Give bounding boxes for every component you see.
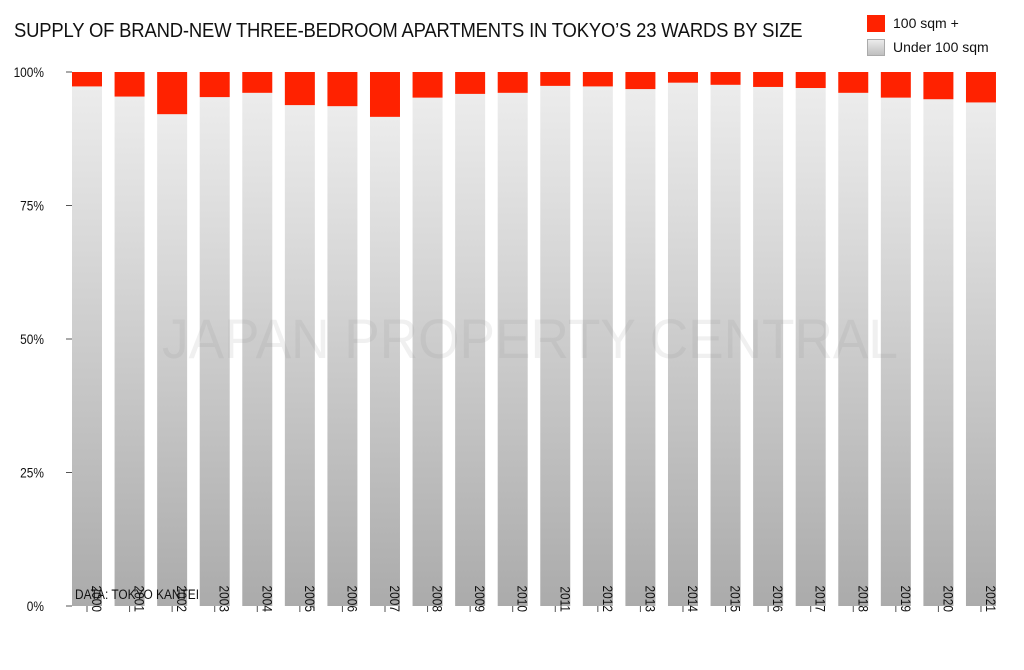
x-tick-label-2014: 2014 bbox=[685, 586, 701, 612]
bar-over-100-2016 bbox=[753, 72, 784, 87]
bar-under-100-2000 bbox=[72, 86, 102, 607]
bar-over-100-2018 bbox=[838, 72, 869, 93]
bar-over-100-2019 bbox=[880, 72, 911, 98]
y-tick-label: 50% bbox=[20, 331, 44, 347]
legend-label-over-100: 100 sqm + bbox=[893, 15, 959, 31]
chart-title: SUPPLY OF BRAND-NEW THREE-BEDROOM APARTM… bbox=[14, 19, 803, 42]
x-tick-label-2015: 2015 bbox=[727, 586, 743, 612]
legend: 100 sqm + Under 100 sqm bbox=[867, 12, 989, 60]
x-tick-label-2011: 2011 bbox=[557, 586, 573, 612]
x-tick-label-2019: 2019 bbox=[898, 586, 914, 612]
bar-over-100-2017 bbox=[795, 72, 826, 89]
bar-over-100-2009 bbox=[455, 72, 486, 94]
bar-over-100-2013 bbox=[625, 72, 656, 90]
bar-under-100-2001 bbox=[114, 96, 145, 607]
bar-under-100-2003 bbox=[199, 97, 230, 607]
x-tick-label-2009: 2009 bbox=[472, 586, 488, 612]
legend-item-over-100: 100 sqm + bbox=[867, 12, 989, 34]
x-tick-label-2013: 2013 bbox=[642, 586, 658, 612]
y-tick-label: 100% bbox=[14, 64, 45, 80]
x-tick-label-2007: 2007 bbox=[387, 586, 403, 612]
x-tick-label-2006: 2006 bbox=[344, 586, 360, 612]
x-tick-label-2016: 2016 bbox=[770, 586, 786, 612]
bar-under-100-2017 bbox=[795, 88, 826, 606]
bar-under-100-2005 bbox=[284, 105, 315, 606]
bar-under-100-2007 bbox=[369, 116, 400, 606]
x-tick-label-2008: 2008 bbox=[429, 586, 445, 612]
bar-over-100-2021 bbox=[965, 72, 996, 103]
bar-over-100-2012 bbox=[582, 72, 613, 87]
x-tick-label-2010: 2010 bbox=[514, 586, 530, 612]
legend-item-under-100: Under 100 sqm bbox=[867, 36, 989, 58]
bar-under-100-2006 bbox=[327, 106, 358, 607]
legend-swatch-over-100 bbox=[867, 14, 885, 32]
bar-under-100-2015 bbox=[710, 84, 741, 607]
bar-over-100-2007 bbox=[369, 72, 400, 117]
x-tick-label-2005: 2005 bbox=[302, 586, 318, 612]
bar-under-100-2010 bbox=[497, 92, 528, 607]
x-tick-label-2001: 2001 bbox=[131, 586, 147, 612]
bar-over-100-2011 bbox=[540, 72, 571, 86]
x-tick-label-2000: 2000 bbox=[89, 586, 105, 612]
bar-over-100-2020 bbox=[923, 72, 954, 100]
bar-over-100-2003 bbox=[199, 72, 230, 98]
bar-over-100-2015 bbox=[710, 72, 741, 85]
bar-under-100-2016 bbox=[753, 86, 784, 606]
bar-under-100-2009 bbox=[455, 93, 486, 607]
bar-over-100-2010 bbox=[497, 72, 528, 93]
bar-over-100-2008 bbox=[412, 72, 443, 98]
bar-under-100-2019 bbox=[880, 97, 911, 607]
x-tick-label-2018: 2018 bbox=[855, 586, 871, 612]
bar-under-100-2012 bbox=[582, 86, 613, 607]
x-axis: 2000 2001 2002 2003 2004 2005 2006 2007 2008 2009… bbox=[86, 586, 999, 612]
bars-layer bbox=[72, 72, 996, 607]
legend-label-under-100: Under 100 sqm bbox=[893, 39, 989, 55]
x-tick-label-2004: 2004 bbox=[259, 586, 275, 612]
bar-over-100-2002 bbox=[157, 72, 188, 115]
source-note: DATA: TOKYO KANTEI bbox=[75, 586, 199, 602]
bar-over-100-2004 bbox=[242, 72, 273, 93]
bar-under-100-2021 bbox=[965, 102, 996, 607]
y-tick-label: 25% bbox=[20, 465, 44, 481]
bar-under-100-2014 bbox=[667, 82, 698, 607]
bar-under-100-2008 bbox=[412, 97, 443, 607]
bar-over-100-2001 bbox=[114, 72, 145, 97]
bar-over-100-2006 bbox=[327, 72, 358, 107]
bar-under-100-2002 bbox=[157, 114, 188, 606]
bar-over-100-2000 bbox=[72, 72, 102, 87]
x-tick-label-2002: 2002 bbox=[174, 586, 190, 612]
bar-under-100-2020 bbox=[923, 99, 954, 606]
x-tick-label-2020: 2020 bbox=[940, 586, 956, 612]
bar-over-100-2005 bbox=[284, 72, 315, 106]
bar-under-100-2004 bbox=[242, 92, 273, 607]
bar-over-100-2014 bbox=[667, 72, 698, 83]
bar-under-100-2013 bbox=[625, 89, 656, 606]
bar-under-100-2011 bbox=[540, 85, 571, 606]
x-tick-label-2021: 2021 bbox=[983, 586, 999, 612]
y-tick-label: 75% bbox=[20, 198, 44, 214]
y-tick-label: 0% bbox=[27, 598, 45, 614]
watermark: JAPAN PROPERTY CENTRAL bbox=[162, 308, 898, 371]
y-axis: 0% 25% 50% 75% 100% bbox=[14, 64, 72, 614]
legend-swatch-under-100 bbox=[867, 38, 885, 56]
bar-under-100-2018 bbox=[838, 92, 869, 607]
x-tick-label-2003: 2003 bbox=[216, 586, 232, 612]
x-tick-label-2012: 2012 bbox=[600, 586, 616, 612]
x-tick-label-2017: 2017 bbox=[812, 586, 828, 612]
